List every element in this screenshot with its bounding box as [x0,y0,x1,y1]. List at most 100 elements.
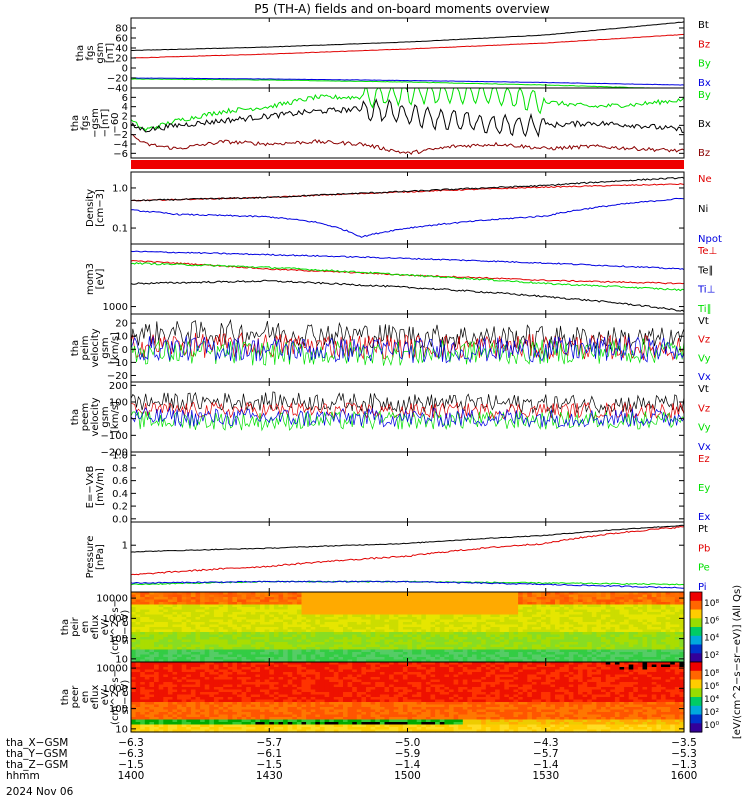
legend-pi: Pi [698,582,707,593]
legend-vt: Vt [698,316,709,327]
legend-bz: Bz [698,39,710,50]
legend-ex: Ex [698,512,710,523]
y-tick-label: 1000 [103,302,128,313]
legend-pb: Pb [698,543,710,554]
series-ti⊥-line [131,251,684,270]
series-group [131,177,684,237]
y-axis-label: [cm−3] [95,189,106,227]
series-te⊥-line [131,261,684,284]
series-pt-line [131,525,684,552]
colorbar-segment [690,601,702,610]
y-tick-label: 1.0 [112,451,128,462]
legend-vy: Vy [698,353,711,364]
panel-frame [131,18,684,88]
y-tick-label: 20 [115,319,128,330]
series-group [131,320,684,366]
legend-by: By [698,59,711,70]
legend-bx: Bx [698,119,711,130]
legend-by: By [698,90,711,101]
legend-ti⊥: Ti⊥ [697,285,715,296]
colorbar-segment [690,618,702,627]
series-group [131,392,684,430]
figure-title: P5 (TH-A) fields and on-board moments ov… [254,2,550,16]
legend-pt: Pt [698,524,708,535]
legend-te∥: Te∥ [697,265,714,276]
y-tick-label: 0 [122,414,128,425]
series-bz-line [131,135,684,155]
legend-bx: Bx [698,78,711,89]
legend-ni: Ni [698,204,708,215]
colorbar-label: 10² [704,651,719,661]
y-axis-label: [nT] [105,43,116,63]
legend-te⊥: Te⊥ [697,246,717,257]
series-vz-line [131,333,684,360]
colorbar-label: 10⁶ [704,616,719,626]
legend-pe: Pe [698,563,710,574]
y-axis-label: [km/s] [110,401,121,433]
legend-vz: Vz [698,335,710,346]
y-axis-label: [eV] [95,269,106,290]
series-group [131,88,684,154]
y-tick-label: 0 [122,345,128,356]
colorbar-segment [690,645,702,654]
y-tick-label: 0.8 [112,463,128,474]
legend-vx: Vx [698,442,711,453]
y-tick-label: 0.6 [112,476,128,487]
y-axis-label: [nPa] [95,544,106,570]
spectrogram-image [131,592,685,663]
series-pb-line [131,527,684,575]
colorbar-segment [690,627,702,636]
y-axis-label: −60 [110,112,121,133]
series-te∥-line [131,280,684,311]
panel-frame [131,314,684,382]
legend-vz: Vz [698,403,710,414]
series-bt-line [131,22,684,51]
panel-frame [131,452,684,522]
series-vt-line [131,392,684,413]
y-axis-label: [km/s] [110,332,121,364]
series-pi-line [131,581,684,588]
y-axis-label: sr−eV) [120,610,131,645]
panel-frame [131,244,684,314]
series-group [131,251,684,312]
y-tick-label: 0.4 [112,489,128,500]
panel-frame [131,172,684,244]
colorbar-segment [690,653,702,662]
y-tick-label: 1 [122,541,128,552]
legend-vy: Vy [698,423,711,434]
colorbar-segment [690,636,702,645]
legend-ti∥: Ti∥ [697,304,712,315]
y-tick-label: 0.2 [112,502,128,513]
y-axis-label: [mV/m] [95,468,106,506]
series-vx-line [131,408,684,427]
legend-ey: Ey [698,483,710,494]
y-tick-label: 1.0 [112,184,128,195]
series-npot-line [131,198,684,237]
legend-ne: Ne [698,174,712,185]
legend-vx: Vx [698,372,711,383]
legend-bz: Bz [698,148,710,159]
y-tick-label: 200 [109,381,128,392]
series-group [131,22,684,88]
panel-frame [131,382,684,452]
legend-ez: Ez [698,454,710,465]
spectrogram-image [131,662,685,733]
colorbar-segment [690,592,702,601]
series-group [131,525,684,588]
legend-npot: Npot [698,234,722,245]
colorbar-label: 10⁸ [704,599,719,609]
y-tick-label: 0.0 [112,514,128,525]
legend-vt: Vt [698,384,709,395]
series-ni-line [131,177,684,201]
colorbar-label: 10⁴ [704,634,719,644]
legend-bt: Bt [698,20,709,31]
